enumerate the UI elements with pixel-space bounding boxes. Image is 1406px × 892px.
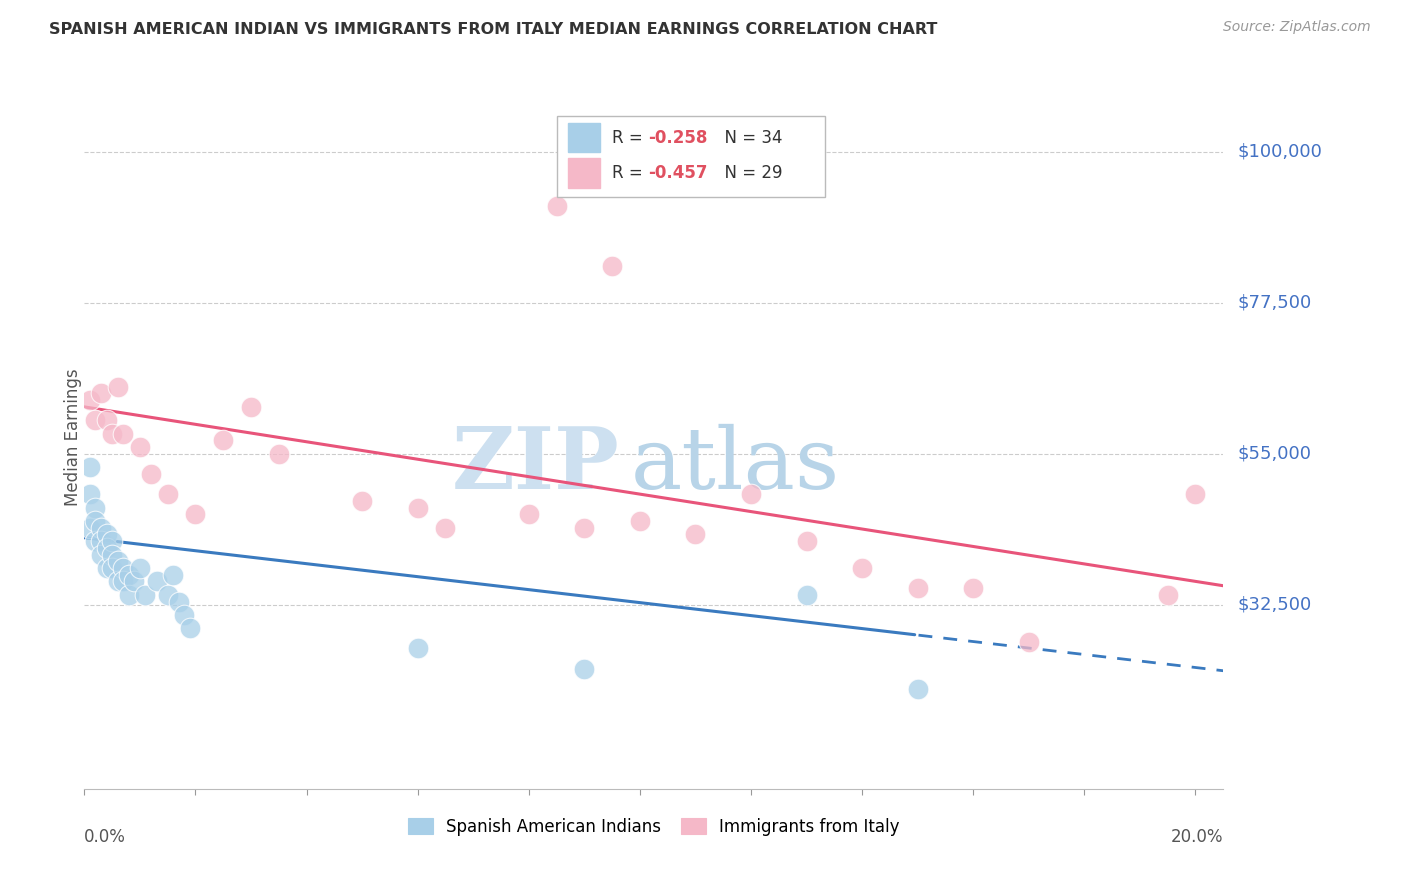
Point bbox=[84, 500, 107, 515]
Point bbox=[118, 567, 141, 582]
Point bbox=[907, 681, 929, 696]
Point bbox=[90, 386, 112, 401]
Point bbox=[112, 426, 135, 441]
Point bbox=[79, 487, 101, 501]
Text: N = 34: N = 34 bbox=[714, 128, 783, 146]
Point bbox=[796, 588, 818, 602]
Point bbox=[173, 607, 195, 622]
Text: $77,500: $77,500 bbox=[1237, 293, 1312, 312]
Legend: Spanish American Indians, Immigrants from Italy: Spanish American Indians, Immigrants fro… bbox=[402, 813, 905, 841]
Point bbox=[167, 594, 190, 608]
Text: $55,000: $55,000 bbox=[1237, 445, 1312, 463]
Point bbox=[96, 561, 118, 575]
Text: ZIP: ZIP bbox=[451, 424, 620, 508]
Point bbox=[546, 198, 568, 212]
Point bbox=[107, 554, 129, 568]
Point bbox=[851, 561, 873, 575]
Point bbox=[139, 467, 162, 481]
Point bbox=[129, 561, 152, 575]
Point bbox=[156, 588, 179, 602]
Point bbox=[112, 561, 135, 575]
Point bbox=[740, 487, 762, 501]
Point bbox=[96, 413, 118, 427]
Point bbox=[90, 548, 112, 562]
Point bbox=[129, 440, 152, 454]
Point bbox=[84, 514, 107, 528]
Point bbox=[101, 548, 124, 562]
Point bbox=[352, 493, 374, 508]
Point bbox=[101, 534, 124, 549]
Point bbox=[112, 574, 135, 589]
Text: R =: R = bbox=[612, 128, 648, 146]
Text: -0.258: -0.258 bbox=[648, 128, 707, 146]
Text: $100,000: $100,000 bbox=[1237, 143, 1322, 161]
Point bbox=[434, 521, 457, 535]
Point bbox=[240, 400, 263, 414]
Point bbox=[90, 534, 112, 549]
Point bbox=[107, 574, 129, 589]
Point bbox=[156, 487, 179, 501]
Point bbox=[96, 541, 118, 555]
FancyBboxPatch shape bbox=[557, 117, 825, 197]
Point bbox=[796, 534, 818, 549]
Text: 20.0%: 20.0% bbox=[1171, 828, 1223, 847]
Point bbox=[1184, 487, 1206, 501]
Point bbox=[212, 434, 235, 448]
Point bbox=[79, 521, 101, 535]
Point bbox=[101, 426, 124, 441]
Point bbox=[517, 508, 540, 522]
Point bbox=[118, 588, 141, 602]
Text: $32,500: $32,500 bbox=[1237, 596, 1312, 614]
Point bbox=[84, 413, 107, 427]
Point bbox=[134, 588, 156, 602]
Point bbox=[907, 581, 929, 595]
Point bbox=[96, 527, 118, 541]
Point bbox=[600, 259, 623, 273]
Text: atlas: atlas bbox=[631, 424, 841, 507]
Point bbox=[84, 534, 107, 549]
Point bbox=[1018, 634, 1040, 648]
Point bbox=[685, 527, 707, 541]
FancyBboxPatch shape bbox=[568, 158, 600, 187]
Point bbox=[406, 641, 429, 656]
Point bbox=[90, 521, 112, 535]
Point bbox=[145, 574, 167, 589]
Point bbox=[79, 393, 101, 408]
Point bbox=[574, 521, 596, 535]
Text: -0.457: -0.457 bbox=[648, 164, 707, 182]
Point bbox=[184, 508, 207, 522]
Point bbox=[107, 380, 129, 394]
Point bbox=[79, 460, 101, 475]
Point bbox=[574, 662, 596, 676]
Text: R =: R = bbox=[612, 164, 648, 182]
Text: 0.0%: 0.0% bbox=[84, 828, 127, 847]
Point bbox=[962, 581, 984, 595]
Text: Source: ZipAtlas.com: Source: ZipAtlas.com bbox=[1223, 20, 1371, 34]
Point bbox=[124, 574, 146, 589]
Point bbox=[406, 500, 429, 515]
Text: SPANISH AMERICAN INDIAN VS IMMIGRANTS FROM ITALY MEDIAN EARNINGS CORRELATION CHA: SPANISH AMERICAN INDIAN VS IMMIGRANTS FR… bbox=[49, 22, 938, 37]
Point bbox=[162, 567, 184, 582]
Point bbox=[628, 514, 651, 528]
Text: N = 29: N = 29 bbox=[714, 164, 783, 182]
FancyBboxPatch shape bbox=[568, 123, 600, 153]
Y-axis label: Median Earnings: Median Earnings bbox=[63, 368, 82, 506]
Point bbox=[179, 621, 201, 635]
Point bbox=[267, 447, 290, 461]
Point bbox=[1156, 588, 1178, 602]
Point bbox=[101, 561, 124, 575]
